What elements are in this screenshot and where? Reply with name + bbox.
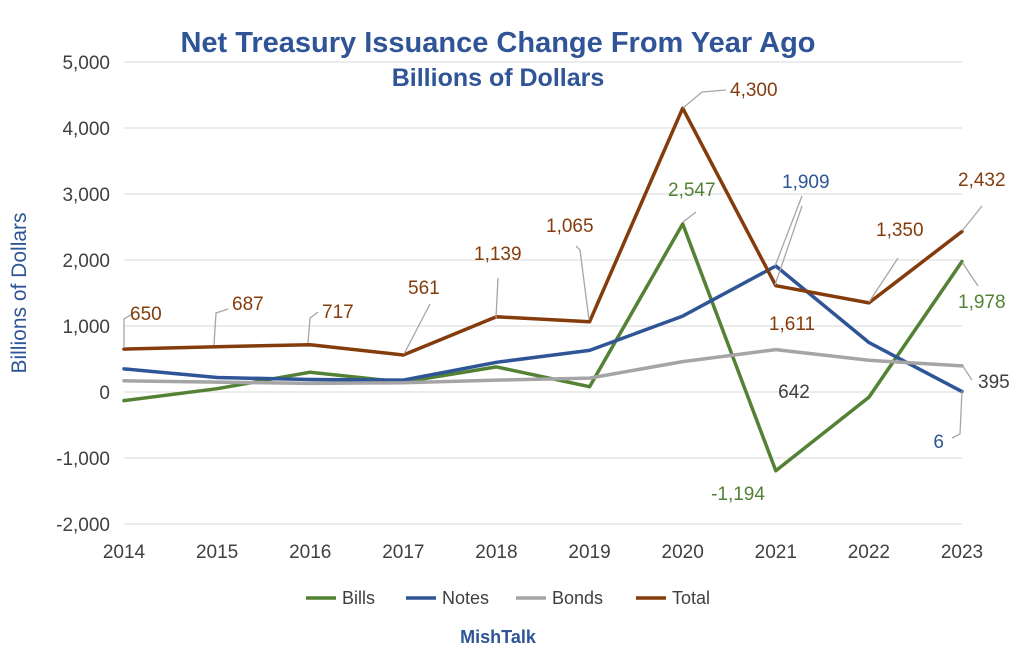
data-label-total: 717 — [322, 302, 354, 323]
data-label-bonds: 642 — [778, 382, 810, 403]
brand-label: MishTalk — [460, 627, 537, 647]
legend-label-bonds: Bonds — [552, 588, 603, 608]
data-label-notes: 1,909 — [782, 172, 830, 193]
data-label-total: 4,300 — [730, 80, 778, 101]
y-tick-label: 5,000 — [62, 53, 110, 74]
data-label-total: 561 — [408, 278, 440, 299]
data-label-total: 2,432 — [958, 170, 1006, 191]
x-tick-label: 2021 — [755, 542, 797, 563]
data-label-leader — [961, 364, 973, 381]
series-lines — [122, 106, 964, 473]
data-label-leader — [961, 261, 979, 287]
data-label-bills: 1,978 — [958, 292, 1006, 313]
data-label-leader — [951, 390, 963, 439]
y-axis-ticks: -2,000 -1,000 0 1,000 2,000 3,000 4,000 5,000 — [56, 53, 110, 536]
x-tick-label: 2020 — [662, 542, 704, 563]
data-label-total: 1,350 — [876, 220, 924, 241]
data-label-leader — [575, 245, 590, 321]
data-label-bonds: 395 — [978, 372, 1010, 393]
data-label-total: 1,611 — [769, 314, 815, 335]
data-label-leader — [682, 89, 727, 109]
gridlines — [124, 61, 962, 525]
y-tick-label: 0 — [99, 383, 110, 404]
data-label-bills: -1,194 — [711, 484, 765, 505]
y-tick-label: 4,000 — [62, 119, 110, 140]
data-label-leader — [961, 205, 983, 232]
data-label-leader — [307, 311, 319, 344]
x-tick-label: 2019 — [568, 542, 610, 563]
legend-label-total: Total — [672, 588, 710, 608]
data-label-leader — [213, 308, 229, 346]
y-tick-label: 3,000 — [62, 185, 110, 206]
data-label-total: 1,139 — [474, 244, 522, 265]
legend-label-bills: Bills — [342, 588, 375, 608]
chart-subtitle: Billions of Dollars — [392, 64, 605, 92]
x-tick-label: 2016 — [289, 542, 331, 563]
series-line-bills — [122, 222, 964, 473]
data-label-leader — [774, 195, 803, 267]
data-label-leader — [495, 277, 499, 319]
series-line-total — [122, 106, 964, 357]
x-tick-label: 2017 — [382, 542, 424, 563]
data-label-leader — [682, 211, 697, 223]
data-label-leader — [403, 303, 431, 355]
data-label-leader — [868, 257, 899, 303]
x-tick-label: 2018 — [475, 542, 517, 563]
legend: Bills Notes Bonds Total — [306, 588, 710, 608]
data-label-notes: 6 — [933, 432, 944, 453]
series-line-bonds — [122, 347, 964, 386]
data-label-total: 687 — [232, 294, 264, 315]
legend-label-notes: Notes — [442, 588, 489, 608]
data-label-leader — [774, 205, 803, 286]
chart-title: Net Treasury Issuance Change From Year A… — [180, 27, 815, 59]
x-axis-ticks: 2014 2015 2016 2017 2018 2019 2020 2021 2022 2023 — [103, 542, 983, 563]
x-tick-label: 2022 — [848, 542, 890, 563]
data-label-total: 1,065 — [546, 216, 594, 237]
data-label-bills: 2,547 — [668, 180, 716, 201]
data-label-leader — [123, 312, 135, 348]
y-tick-label: 1,000 — [62, 317, 110, 338]
y-tick-label: 2,000 — [62, 251, 110, 272]
data-label-total: 650 — [130, 304, 162, 325]
data-labels: 650 687 717 561 1,139 1,065 4,300 1,611 1,350 2,4… — [123, 80, 1010, 505]
x-tick-label: 2023 — [941, 542, 983, 563]
y-axis-label: Billions of Dollars — [8, 212, 31, 373]
y-tick-label: -2,000 — [56, 515, 110, 536]
x-tick-label: 2014 — [103, 542, 146, 563]
x-tick-label: 2015 — [196, 542, 238, 563]
series-line-notes — [122, 264, 964, 394]
y-tick-label: -1,000 — [56, 449, 110, 470]
